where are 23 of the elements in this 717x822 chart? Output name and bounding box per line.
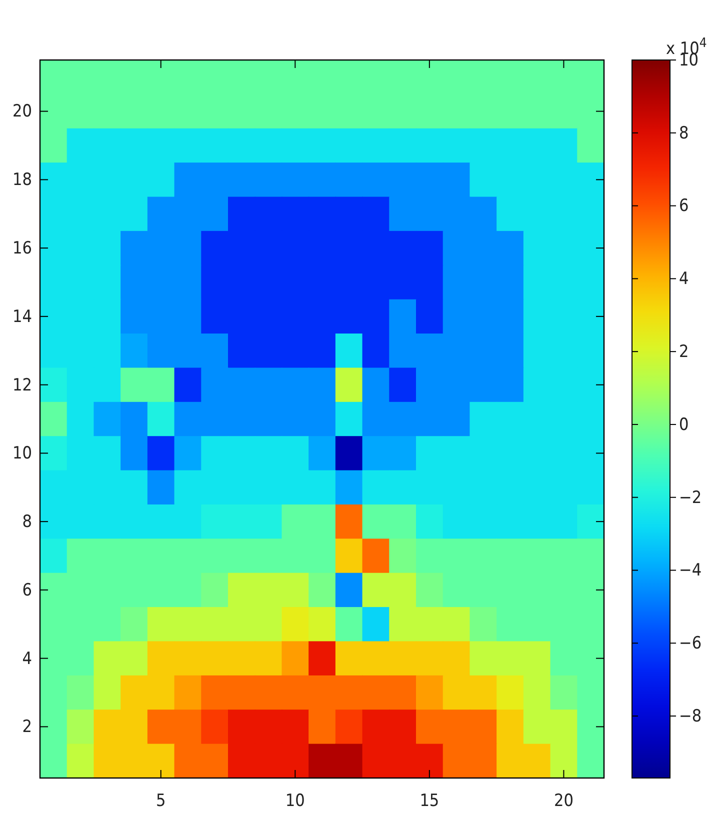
- y-tick-label: 8: [22, 512, 32, 532]
- x-tick-label: 10: [285, 791, 305, 812]
- x-tick-label: 20: [554, 791, 574, 812]
- color-bar-label: −2: [679, 488, 702, 508]
- color-bar-label: 6: [679, 196, 689, 216]
- x-tick-label: 15: [420, 791, 440, 812]
- y-tick-label: 12: [12, 375, 32, 396]
- y-tick-label: 20: [12, 102, 32, 122]
- y-tick-label: 16: [12, 238, 32, 258]
- color-bar-label: −8: [679, 706, 702, 726]
- color-bar-label: 0: [679, 414, 689, 435]
- y-tick-label: 2: [22, 717, 32, 738]
- y-tick-label: 18: [12, 170, 32, 190]
- color-bar-label: −6: [679, 634, 702, 654]
- y-tick-label: 6: [22, 580, 32, 600]
- y-tick-label: 4: [22, 648, 32, 669]
- color-bar-label: 8: [679, 123, 689, 144]
- color-bar-label: 2: [679, 342, 689, 362]
- y-tick-label: 10: [12, 444, 32, 464]
- color-bar-label: −4: [679, 560, 702, 581]
- y-tick-label: 14: [12, 306, 32, 327]
- color-bar-label: 4: [679, 269, 689, 290]
- x-tick-label: 5: [156, 791, 166, 812]
